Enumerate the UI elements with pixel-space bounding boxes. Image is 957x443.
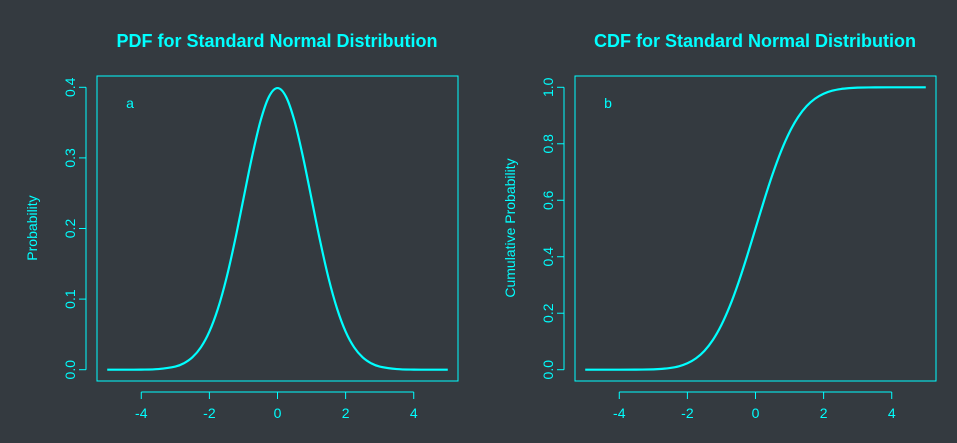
x-tick-label: 4	[410, 405, 418, 421]
y-tick-label: 0.0	[540, 360, 556, 380]
x-tick-label: 2	[820, 405, 828, 421]
y-axis-label: Probability	[24, 195, 40, 260]
y-tick-label: 0.6	[540, 190, 556, 210]
y-tick-label: 0.2	[540, 303, 556, 323]
y-axis-label: Cumulative Probability	[502, 158, 518, 297]
chart-title: CDF for Standard Normal Distribution	[594, 31, 916, 51]
panel-label: a	[126, 95, 134, 111]
y-tick-label: 1.0	[540, 77, 556, 97]
x-tick-label: 4	[888, 405, 896, 421]
x-tick-label: -2	[203, 405, 216, 421]
y-tick-label: 0.2	[62, 219, 78, 239]
x-tick-label: 0	[274, 405, 282, 421]
y-tick-label: 0.8	[540, 134, 556, 154]
y-tick-label: 0.3	[62, 148, 78, 168]
x-tick-label: 2	[342, 405, 350, 421]
chart-panel-cdf: CDF for Standard Normal Distribution -4 -2…	[502, 31, 937, 421]
plot-box	[96, 75, 459, 382]
y-tick-label: 0.4	[62, 77, 78, 97]
plot-box	[574, 75, 937, 382]
y-tick-label: 0.1	[62, 289, 78, 309]
series-line	[107, 86, 448, 371]
chart-panel-pdf: PDF for Standard Normal Distribution -4 -2…	[24, 31, 459, 421]
x-tick-label: 0	[752, 405, 760, 421]
x-tick-label: -4	[135, 405, 148, 421]
y-tick-label: 0.0	[62, 360, 78, 380]
y-tick-label: 0.4	[540, 247, 556, 267]
chart-title: PDF for Standard Normal Distribution	[116, 31, 437, 51]
x-tick-label: -4	[613, 405, 626, 421]
panel-label: b	[604, 95, 612, 111]
series-line	[585, 86, 926, 371]
x-tick-label: -2	[681, 405, 694, 421]
